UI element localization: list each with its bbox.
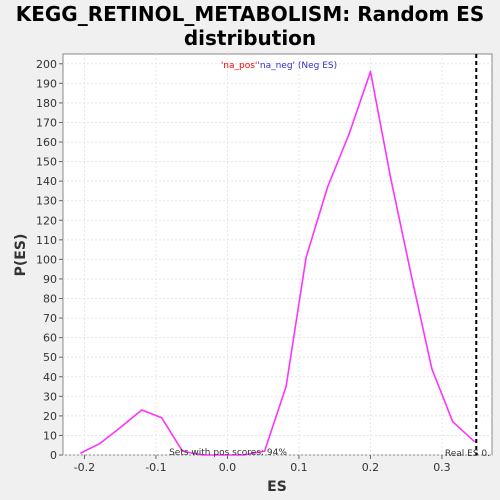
y-tick-label: 50 <box>43 351 57 364</box>
y-tick-label: 70 <box>43 312 57 325</box>
series-point <box>451 420 454 423</box>
series-point <box>473 440 475 443</box>
series-point <box>119 426 121 429</box>
legend-label: 'na_pos''na_neg' (Neg ES) <box>221 61 337 71</box>
x-tick-label: 0.0 <box>219 461 237 474</box>
series-point <box>222 454 224 456</box>
series-point <box>369 70 372 73</box>
y-tick-label: 140 <box>36 175 57 188</box>
axis-layer: 0 10 20 30 40 50 60 70 80 90 100 110 120 130 140 150 160… <box>36 58 451 474</box>
y-tick-label: 0 <box>50 449 57 462</box>
series-point <box>431 368 433 370</box>
series-point <box>201 454 204 456</box>
y-tick-label: 60 <box>43 332 57 345</box>
series-layer <box>80 54 478 456</box>
y-tick-label: 200 <box>36 58 57 71</box>
x-tick-label: 0.1 <box>290 461 308 474</box>
series-point <box>263 450 266 452</box>
series-point <box>243 454 245 456</box>
series-point <box>285 385 287 388</box>
legend-neg-label: 'na_neg' (Neg ES) <box>257 61 337 71</box>
x-tick-label: 0.2 <box>362 461 380 474</box>
series-point <box>181 450 184 452</box>
series-point <box>99 442 101 445</box>
series-point <box>80 452 82 454</box>
series-point <box>326 186 329 188</box>
y-tick-label: 150 <box>36 156 57 169</box>
chart-title-line-2: distribution <box>183 26 317 50</box>
y-tick-label: 190 <box>36 77 57 90</box>
y-tick-label: 100 <box>36 253 57 266</box>
y-tick-label: 180 <box>36 97 57 110</box>
real-es-annotation: Real ES 0. <box>445 449 490 459</box>
y-axis-title: P(ES) <box>13 234 29 277</box>
plot-area <box>62 53 493 456</box>
x-tick-label: -0.1 <box>145 461 166 474</box>
y-tick-label: 10 <box>43 429 57 442</box>
y-tick-label: 90 <box>43 273 57 286</box>
y-tick-label: 110 <box>36 234 57 247</box>
series-point <box>410 274 413 276</box>
y-tick-label: 80 <box>43 293 57 306</box>
chart-title-line-1: KEGG_RETINOL_METABOLISM: Random ES <box>15 2 485 26</box>
chart-title: KEGG_RETINOL_METABOLISM: Random ES distr… <box>0 2 500 50</box>
x-tick-label: -0.2 <box>74 461 95 474</box>
y-tick-label: 30 <box>43 390 57 403</box>
y-tick-label: 170 <box>36 116 57 129</box>
series-point <box>348 133 350 135</box>
y-tick-label: 20 <box>43 410 57 423</box>
pos-scores-annotation: Sets with pos scores: 94% <box>169 448 287 458</box>
series-point <box>160 417 163 419</box>
series-point <box>305 256 307 259</box>
y-tick-label: 130 <box>36 195 57 208</box>
y-tick-label: 40 <box>43 371 57 384</box>
series-line <box>80 70 475 456</box>
x-axis-title: ES <box>267 479 287 495</box>
y-tick-label: 160 <box>36 136 57 149</box>
series-point <box>140 409 143 411</box>
y-tick-label: 120 <box>36 214 57 227</box>
legend-pos-label: 'na_pos' <box>221 61 258 71</box>
x-tick-label: 0.3 <box>433 461 451 474</box>
series-point <box>389 176 392 179</box>
